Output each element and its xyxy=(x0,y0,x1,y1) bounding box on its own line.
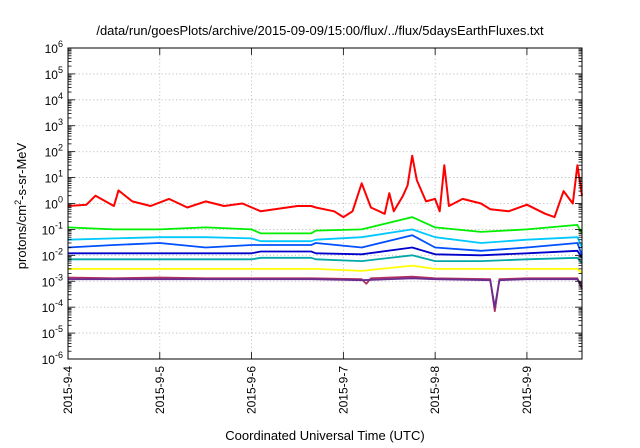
y-tick-label: 102 xyxy=(45,143,63,160)
y-tick-label: 10-2 xyxy=(42,246,63,263)
series-line-8 xyxy=(67,275,583,313)
grid xyxy=(68,48,582,359)
x-tick-label: 2015-9-4 xyxy=(61,366,75,414)
x-tick-label: 2015-9-5 xyxy=(153,366,167,414)
y-tick-label: 10-5 xyxy=(42,324,63,341)
y-tick-label: 10-6 xyxy=(42,350,63,367)
series-line-9 xyxy=(68,277,583,309)
y-axis-label: protons/cm2-s-sr-MeV xyxy=(13,142,29,269)
y-tick-label: 100 xyxy=(45,195,63,212)
x-tick-label: 2015-9-7 xyxy=(336,366,350,414)
plot-area: 106 105 104 103 102 101 100 10-1 10-2 10-3 10-4 10-… xyxy=(42,39,583,414)
y-tick-label: 101 xyxy=(45,169,63,186)
y-axis: 106 105 104 103 102 101 100 10-1 10-2 10-3 10-4 10-… xyxy=(42,39,582,367)
y-tick-label: 10-3 xyxy=(42,272,63,289)
x-axis-label: Coordinated Universal Time (UTC) xyxy=(225,428,424,443)
x-tick-label: 2015-9-6 xyxy=(245,366,259,414)
x-tick-label: 2015-9-8 xyxy=(428,366,442,414)
data-series xyxy=(67,154,583,313)
series-line-6 xyxy=(68,254,583,264)
series-line-4 xyxy=(67,234,583,256)
series-line-5 xyxy=(68,246,583,259)
series-line-1 xyxy=(67,154,583,219)
series-line-2 xyxy=(67,216,583,235)
x-tick-label: 2015-9-9 xyxy=(520,366,534,414)
series-line-3 xyxy=(67,228,583,248)
plot-frame xyxy=(67,47,583,360)
y-tick-label: 10-1 xyxy=(42,220,63,237)
chart-title: /data/run/goesPlots/archive/2015-09-09/1… xyxy=(96,23,544,38)
series-line-7 xyxy=(68,264,583,275)
x-axis: 2015-9-4 2015-9-5 2015-9-6 2015-9-7 2015-9-8… xyxy=(61,48,534,414)
y-tick-label: 106 xyxy=(45,39,63,56)
y-tick-label: 105 xyxy=(45,65,63,82)
y-tick-label: 104 xyxy=(45,91,63,108)
y-tick-label: 10-4 xyxy=(42,298,63,315)
y-tick-label: 103 xyxy=(45,117,63,134)
